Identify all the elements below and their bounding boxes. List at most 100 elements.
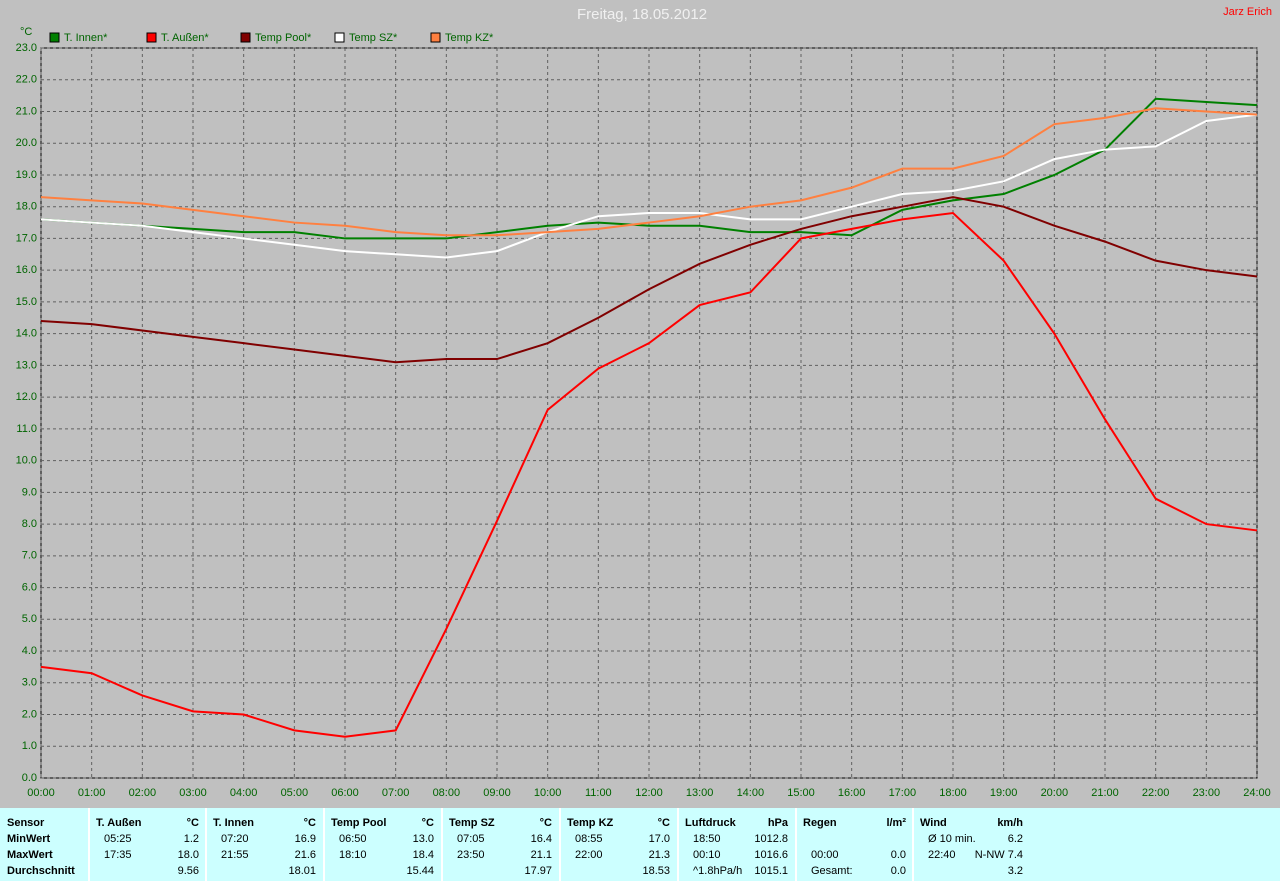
x-tick-label: 06:00 <box>331 787 359 799</box>
series-line <box>40 97 1258 240</box>
x-tick-label: 18:00 <box>939 787 967 799</box>
y-tick-label: 6.0 <box>22 581 37 593</box>
group-name: T. Außen <box>96 817 142 829</box>
table-header: Sensor <box>7 817 45 829</box>
y-tick-label: 1.0 <box>22 740 37 752</box>
group-unit: °C <box>539 817 552 829</box>
legend-label: T. Innen* <box>64 32 108 44</box>
y-tick-label: 0.0 <box>22 772 37 784</box>
y-tick-label: 5.0 <box>22 613 37 625</box>
legend-label: Temp SZ* <box>349 32 398 44</box>
x-tick-label: 20:00 <box>1041 787 1069 799</box>
x-tick-label: 19:00 <box>990 787 1018 799</box>
cell-value: 18.01 <box>288 865 316 877</box>
separator <box>205 808 207 881</box>
cell-value: 1012.8 <box>754 833 788 845</box>
cell-value: 1016.6 <box>754 849 788 861</box>
chart: Freitag, 18.05.2012 Jarz Erich °C 0.0 1.0… <box>16 6 1272 799</box>
y-tick-label: 17.0 <box>16 232 37 244</box>
legend-swatch <box>430 32 441 43</box>
y-tick-label: 16.0 <box>16 264 37 276</box>
y-tick-label: 19.0 <box>16 169 37 181</box>
group-unit: °C <box>303 817 316 829</box>
x-tick-label: 21:00 <box>1091 787 1119 799</box>
group-unit: °C <box>657 817 670 829</box>
x-tick-label: 16:00 <box>838 787 866 799</box>
cell-time: 22:00 <box>575 849 603 861</box>
cell-time: 05:25 <box>104 833 132 845</box>
y-tick-label: 12.0 <box>16 391 37 403</box>
series-line <box>40 211 1258 738</box>
x-tick-label: 01:00 <box>78 787 106 799</box>
group-name: Temp KZ <box>567 817 614 829</box>
y-tick-label: 18.0 <box>16 201 37 213</box>
cell-value: 0.0 <box>890 865 906 877</box>
x-tick-label: 03:00 <box>179 787 207 799</box>
y-tick-label: 22.0 <box>16 74 37 86</box>
cell-time: 23:50 <box>457 849 485 861</box>
x-tick-label: 10:00 <box>534 787 562 799</box>
separator <box>441 808 443 881</box>
group-unit: hPa <box>767 817 788 829</box>
cell-value: 18.4 <box>412 849 434 861</box>
cell-time: Gesamt: <box>811 865 853 877</box>
cell-value: 0.0 <box>890 849 906 861</box>
x-tick-label: 00:00 <box>27 787 55 799</box>
x-tick-label: 23:00 <box>1193 787 1221 799</box>
x-tick-label: 14:00 <box>737 787 765 799</box>
cell-value: 9.56 <box>177 865 199 877</box>
separator <box>795 808 797 881</box>
cell-value: 18.53 <box>642 865 670 877</box>
group-name: T. Innen <box>213 817 254 829</box>
cell-time: 08:55 <box>575 833 603 845</box>
separator <box>323 808 325 881</box>
x-tick-label: 11:00 <box>585 787 612 799</box>
cell-time: 18:10 <box>339 849 367 861</box>
cell-value: 18.0 <box>177 849 199 861</box>
y-tick-label: 13.0 <box>16 359 37 371</box>
legend-swatch <box>146 32 157 43</box>
group-unit: km/h <box>997 817 1023 829</box>
group-name: Regen <box>803 817 837 829</box>
y-tick-label: 15.0 <box>16 296 37 308</box>
cell-time: 00:00 <box>811 849 839 861</box>
x-tick-label: 08:00 <box>433 787 461 799</box>
group-name: Wind <box>920 817 947 829</box>
cell-time: 17:35 <box>104 849 132 861</box>
group-unit: l/m² <box>886 817 906 829</box>
series-line <box>40 196 1258 364</box>
x-tick-label: 02:00 <box>129 787 157 799</box>
y-tick-label: 4.0 <box>22 645 37 657</box>
x-tick-label: 07:00 <box>382 787 410 799</box>
y-unit: °C <box>20 26 32 38</box>
x-tick-label: 04:00 <box>230 787 258 799</box>
separator <box>559 808 561 881</box>
cell-value: 16.4 <box>530 833 552 845</box>
separator <box>677 808 679 881</box>
group-unit: °C <box>421 817 434 829</box>
x-tick-label: 12:00 <box>635 787 663 799</box>
legend-swatch <box>49 32 60 43</box>
x-tick-label: 15:00 <box>787 787 815 799</box>
cell-value: 17.0 <box>648 833 670 845</box>
y-tick-label: 11.0 <box>16 423 37 435</box>
y-tick-label: 14.0 <box>16 328 37 340</box>
legend-swatch <box>334 32 345 43</box>
y-tick-label: 20.0 <box>16 137 37 149</box>
legend-label: Temp KZ* <box>445 32 494 44</box>
y-tick-label: 21.0 <box>16 105 37 117</box>
series-line <box>40 107 1258 237</box>
group-name: Temp SZ <box>449 817 495 829</box>
chart-title: Freitag, 18.05.2012 <box>577 6 707 23</box>
cell-time: 18:50 <box>693 833 721 845</box>
cell-value: 17.97 <box>524 865 552 877</box>
separator <box>88 808 90 881</box>
group-name: Luftdruck <box>685 817 736 829</box>
cell-time: 06:50 <box>339 833 367 845</box>
x-tick-label: 05:00 <box>281 787 309 799</box>
x-tick-label: 22:00 <box>1142 787 1170 799</box>
cell-value: 1015.1 <box>754 865 788 877</box>
cell-time: 07:05 <box>457 833 485 845</box>
cell-value: 16.9 <box>294 833 316 845</box>
